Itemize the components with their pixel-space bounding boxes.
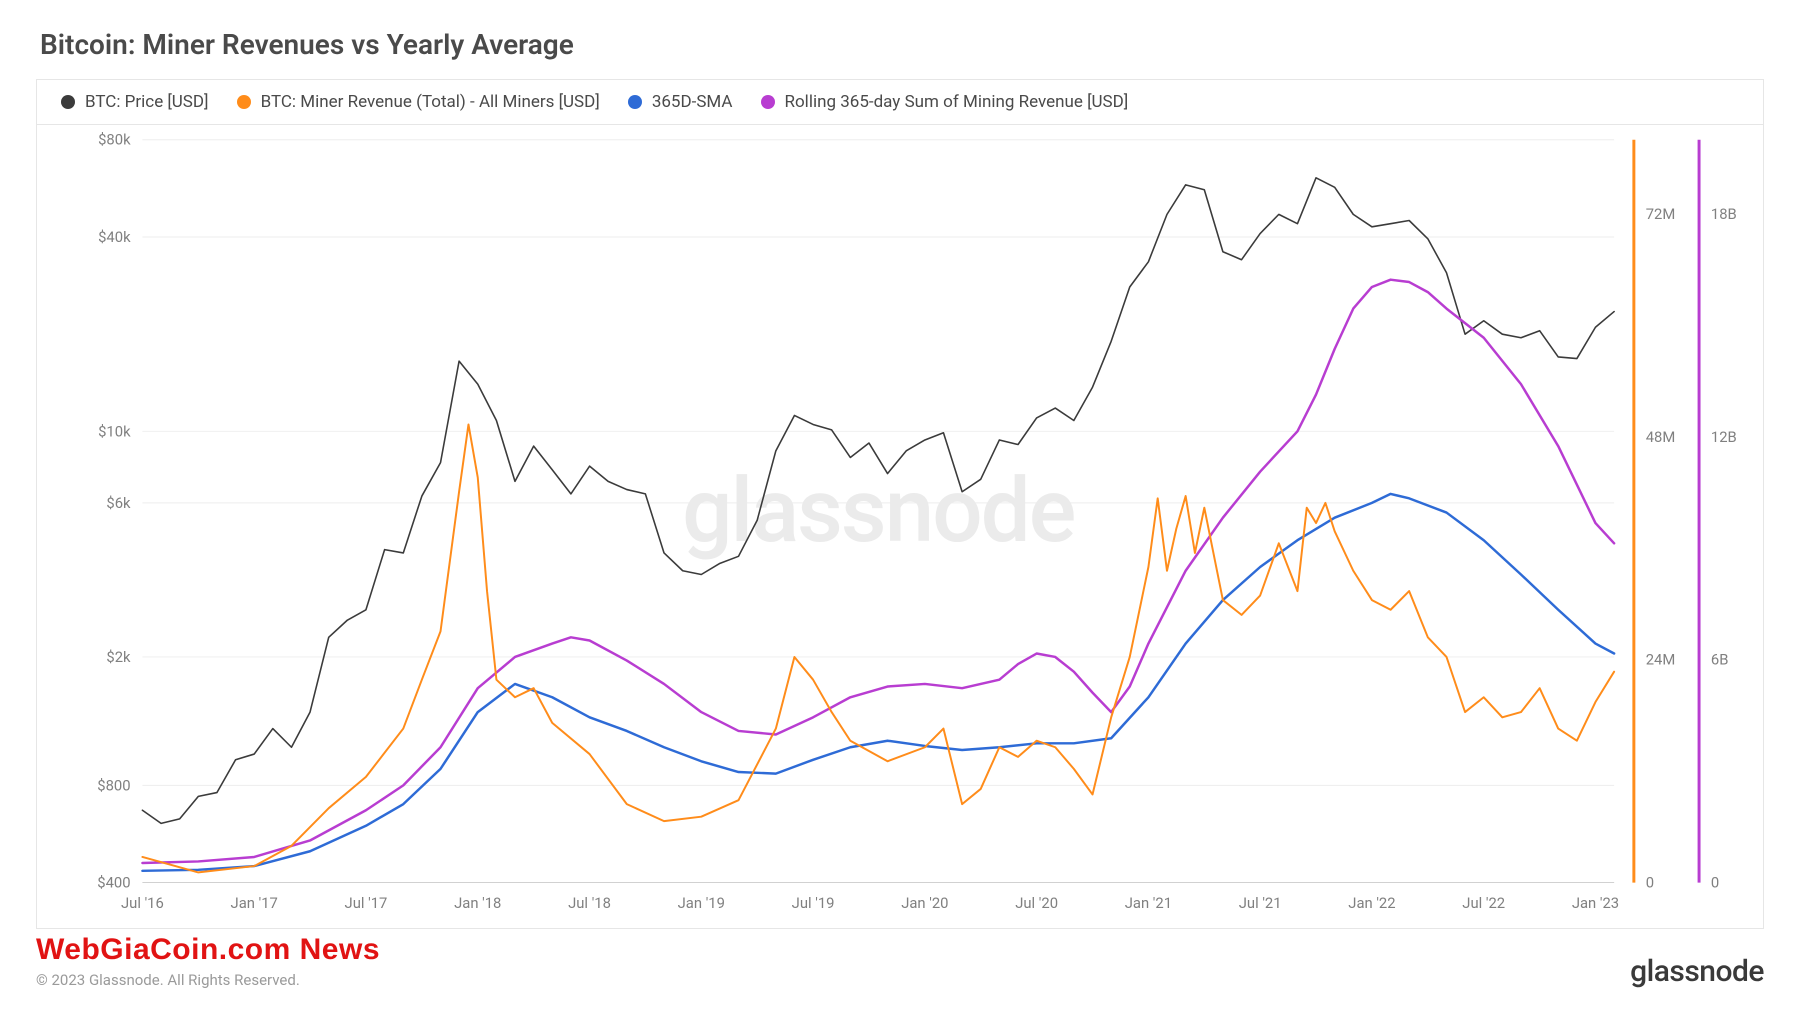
svg-text:$2k: $2k <box>106 648 131 666</box>
legend-label: 365D-SMA <box>652 92 733 112</box>
overlay-news-text: WebGiaCoin.com News <box>36 935 380 965</box>
svg-text:12B: 12B <box>1711 428 1737 446</box>
svg-text:48M: 48M <box>1646 428 1676 446</box>
svg-text:$6k: $6k <box>106 494 131 512</box>
svg-text:6B: 6B <box>1711 651 1729 669</box>
svg-text:Jan '18: Jan '18 <box>454 894 501 912</box>
svg-text:18B: 18B <box>1711 205 1737 223</box>
svg-text:glassnode: glassnode <box>682 459 1074 563</box>
legend-swatch <box>761 95 775 109</box>
svg-text:Jul '20: Jul '20 <box>1015 894 1058 912</box>
svg-text:$80k: $80k <box>98 131 131 149</box>
legend-item[interactable]: BTC: Miner Revenue (Total) - All Miners … <box>237 92 600 112</box>
svg-text:24M: 24M <box>1646 651 1676 669</box>
plot-area: $400 $800 $2k $6k $10k $40k $80k glassnode Jul '… <box>37 124 1763 928</box>
svg-text:$40k: $40k <box>98 228 131 246</box>
svg-text:Jul '17: Jul '17 <box>345 894 388 912</box>
plot-svg: $400 $800 $2k $6k $10k $40k $80k glassnode Jul '… <box>37 124 1763 928</box>
legend-swatch <box>628 95 642 109</box>
chart-container: Bitcoin: Miner Revenues vs Yearly Averag… <box>0 0 1800 1013</box>
legend-item[interactable]: 365D-SMA <box>628 92 733 112</box>
legend: BTC: Price [USD] BTC: Miner Revenue (Tota… <box>37 80 1763 125</box>
svg-text:Jul '18: Jul '18 <box>568 894 611 912</box>
svg-text:72M: 72M <box>1646 205 1676 223</box>
svg-text:Jul '19: Jul '19 <box>792 894 835 912</box>
footer-left: WebGiaCoin.com News © 2023 Glassnode. Al… <box>36 935 380 989</box>
svg-text:Jan '23: Jan '23 <box>1572 894 1619 912</box>
svg-text:Jul '21: Jul '21 <box>1239 894 1282 912</box>
svg-text:Jul '22: Jul '22 <box>1462 894 1505 912</box>
legend-swatch <box>61 95 75 109</box>
svg-text:$800: $800 <box>97 776 130 794</box>
svg-text:$10k: $10k <box>98 422 131 440</box>
svg-text:Jan '22: Jan '22 <box>1348 894 1395 912</box>
footer: WebGiaCoin.com News © 2023 Glassnode. Al… <box>36 935 1764 989</box>
legend-swatch <box>237 95 251 109</box>
svg-text:Jan '19: Jan '19 <box>678 894 725 912</box>
legend-item[interactable]: BTC: Price [USD] <box>61 92 209 112</box>
legend-label: BTC: Miner Revenue (Total) - All Miners … <box>261 92 600 112</box>
svg-text:Jul '16: Jul '16 <box>121 894 164 912</box>
svg-text:Jan '20: Jan '20 <box>901 894 948 912</box>
chart-frame: BTC: Price [USD] BTC: Miner Revenue (Tota… <box>36 79 1764 929</box>
svg-text:Jan '21: Jan '21 <box>1125 894 1172 912</box>
svg-text:0: 0 <box>1711 874 1719 892</box>
rolling-series <box>142 280 1614 863</box>
svg-text:0: 0 <box>1646 874 1654 892</box>
chart-title: Bitcoin: Miner Revenues vs Yearly Averag… <box>40 28 1764 61</box>
legend-label: BTC: Price [USD] <box>85 92 209 112</box>
copyright-text: © 2023 Glassnode. All Rights Reserved. <box>36 971 380 989</box>
legend-item[interactable]: Rolling 365-day Sum of Mining Revenue [U… <box>761 92 1129 112</box>
svg-text:Jan '17: Jan '17 <box>231 894 278 912</box>
svg-text:$400: $400 <box>97 874 130 892</box>
brand-text: glassnode <box>1630 954 1764 989</box>
legend-label: Rolling 365-day Sum of Mining Revenue [U… <box>785 92 1129 112</box>
